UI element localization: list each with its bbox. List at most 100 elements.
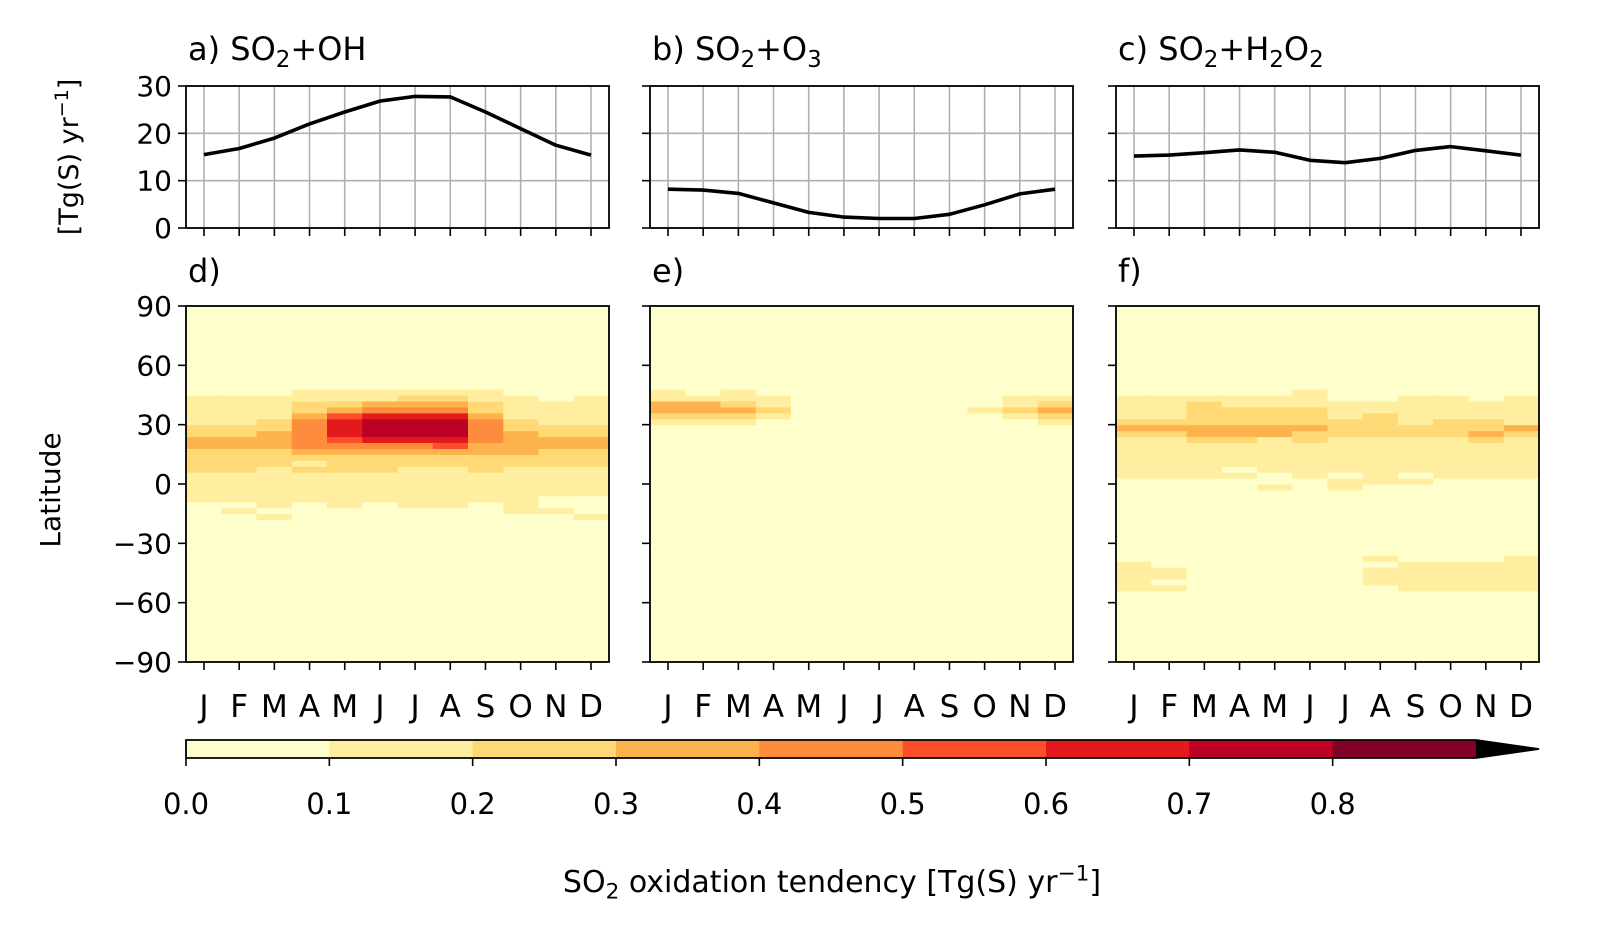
heatmap-cell: [291, 519, 328, 527]
heatmap-cell: [1468, 543, 1505, 550]
heatmap-cell: [256, 531, 293, 538]
heatmap-cell: [256, 335, 293, 343]
heatmap-cell: [1503, 371, 1540, 378]
heatmap-cell: [650, 495, 686, 503]
heatmap-cell: [503, 578, 540, 586]
heatmap-cell: [397, 454, 434, 461]
heatmap-cell: [967, 590, 1004, 598]
heatmap-cell: [1002, 466, 1039, 473]
heatmap-cell: [720, 596, 757, 604]
heatmap-cell: [1398, 460, 1434, 467]
heatmap-cell: [221, 531, 258, 538]
heatmap-cell: [685, 353, 722, 360]
heatmap-cell: [291, 335, 328, 343]
heatmap-cell: [432, 418, 469, 426]
heatmap-cell: [1362, 596, 1399, 604]
heatmap-cell: [1002, 525, 1039, 532]
heatmap-cell: [1002, 632, 1039, 639]
heatmap-cell: [1002, 578, 1039, 586]
heatmap-cell: [327, 489, 363, 497]
heatmap-cell: [650, 466, 686, 473]
heatmap-cell: [826, 311, 863, 319]
heatmap-cell: [186, 424, 222, 432]
heatmap-cell: [1398, 347, 1434, 354]
heatmap-cell: [1257, 513, 1293, 521]
heatmap-cell: [327, 602, 363, 610]
heatmap-cell: [291, 608, 328, 616]
heatmap-cell: [932, 466, 968, 473]
heatmap-cell: [397, 507, 434, 515]
heatmap-cell: [685, 389, 722, 396]
heatmap-cell: [1468, 365, 1505, 372]
heatmap-cell: [1468, 383, 1505, 390]
heatmap-cell: [1433, 359, 1470, 366]
heatmap-cell: [685, 412, 722, 420]
heatmap-cell: [256, 412, 293, 420]
heatmap-cell: [573, 608, 610, 616]
heatmap-cell: [1002, 519, 1039, 527]
heatmap-cell: [573, 472, 610, 479]
heatmap-cell: [432, 531, 469, 538]
heatmap-cell: [1037, 531, 1074, 538]
heatmap-cell: [468, 400, 504, 408]
heatmap-cell: [1151, 561, 1188, 568]
heatmap-cell: [1362, 454, 1399, 461]
heatmap-cell: [186, 596, 222, 604]
heatmap-cell: [327, 590, 363, 598]
heatmap-cell: [1468, 519, 1505, 527]
heatmap-cell: [1116, 561, 1152, 568]
heatmap-cell: [186, 584, 222, 592]
heatmap-cell: [397, 377, 434, 384]
heatmap-cell: [791, 590, 827, 598]
heatmap-cell: [967, 484, 1004, 491]
heatmap-cell: [573, 638, 610, 645]
heatmap-cell: [1257, 424, 1293, 432]
heatmap-cell: [362, 359, 399, 366]
heatmap-cell: [1002, 656, 1039, 663]
heatmap-cell: [256, 353, 293, 360]
heatmap-cell: [538, 383, 575, 390]
heatmap-cell: [1468, 614, 1505, 621]
heatmap-cell: [685, 478, 722, 485]
heatmap-cell: [1186, 602, 1223, 610]
y-tick-label: 0: [154, 468, 172, 501]
heatmap-cell: [861, 525, 898, 532]
heatmap-cell: [720, 406, 757, 414]
heatmap-cell: [468, 436, 504, 443]
heatmap-cell: [1398, 395, 1434, 402]
heatmap-cell: [1037, 430, 1074, 438]
heatmap-cell: [791, 347, 827, 354]
heatmap-cell: [291, 573, 328, 580]
heatmap-cell: [1002, 584, 1039, 592]
heatmap-cell: [1327, 424, 1364, 432]
heatmap-cell: [1257, 644, 1293, 651]
heatmap-cell: [1116, 638, 1152, 645]
heatmap-cell: [1468, 442, 1505, 449]
heatmap-cell: [1151, 341, 1188, 349]
heatmap-cell: [573, 377, 610, 384]
heatmap-cell: [932, 454, 968, 461]
heatmap-cell: [1037, 317, 1074, 325]
heatmap-cell: [432, 389, 469, 396]
heatmap-cell: [861, 359, 898, 366]
heatmap-cell: [397, 513, 434, 521]
heatmap-cell: [573, 555, 610, 562]
heatmap-cell: [291, 371, 328, 378]
heatmap-cell: [1221, 371, 1258, 378]
heatmap-cell: [755, 406, 792, 414]
heatmap-cell: [720, 602, 757, 610]
heatmap-cell: [573, 519, 610, 527]
heatmap-cell: [826, 424, 863, 432]
x-tick-label: N: [1008, 689, 1031, 725]
heatmap-cell: [1002, 650, 1039, 657]
heatmap-cell: [1468, 632, 1505, 639]
heatmap-cell: [256, 395, 293, 402]
heatmap-cell: [896, 644, 933, 651]
heatmap-cell: [1151, 323, 1188, 331]
heatmap-cell: [291, 584, 328, 592]
heatmap-cell: [1292, 519, 1329, 527]
heatmap-cell: [503, 306, 540, 313]
heatmap-cell: [1037, 478, 1074, 485]
heatmap-cell: [1257, 472, 1293, 479]
